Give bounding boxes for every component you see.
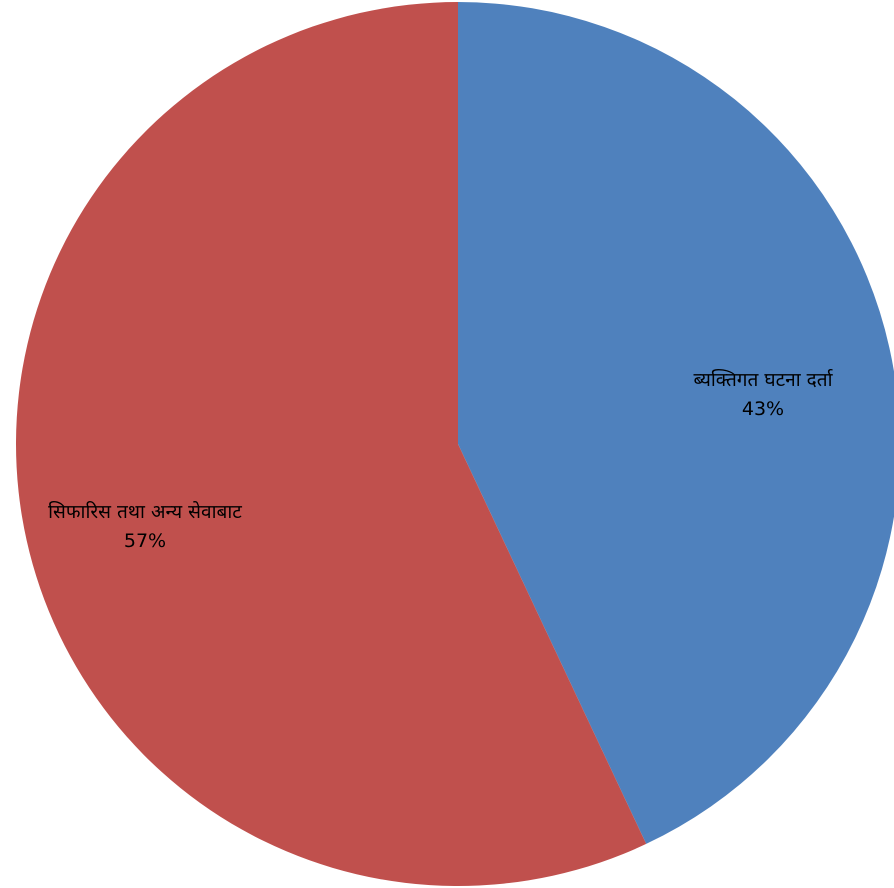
pie-slice-individual-registration: [458, 2, 894, 844]
slice-label-recommendation-other: सिफारिस तथा अन्य सेवाबाट 57%: [20, 498, 270, 555]
slice-label-percent: 57%: [123, 529, 167, 552]
slice-label-name: सिफारिस तथा अन्य सेवाबाट: [48, 501, 242, 523]
slice-label-name: ब्यक्तिगत घटना दर्ता: [693, 369, 833, 391]
slice-label-percent: 43%: [741, 397, 785, 420]
pie-slice-recommendation-other: [16, 2, 647, 886]
slice-label-individual-registration: ब्यक्तिगत घटना दर्ता 43%: [618, 366, 894, 423]
